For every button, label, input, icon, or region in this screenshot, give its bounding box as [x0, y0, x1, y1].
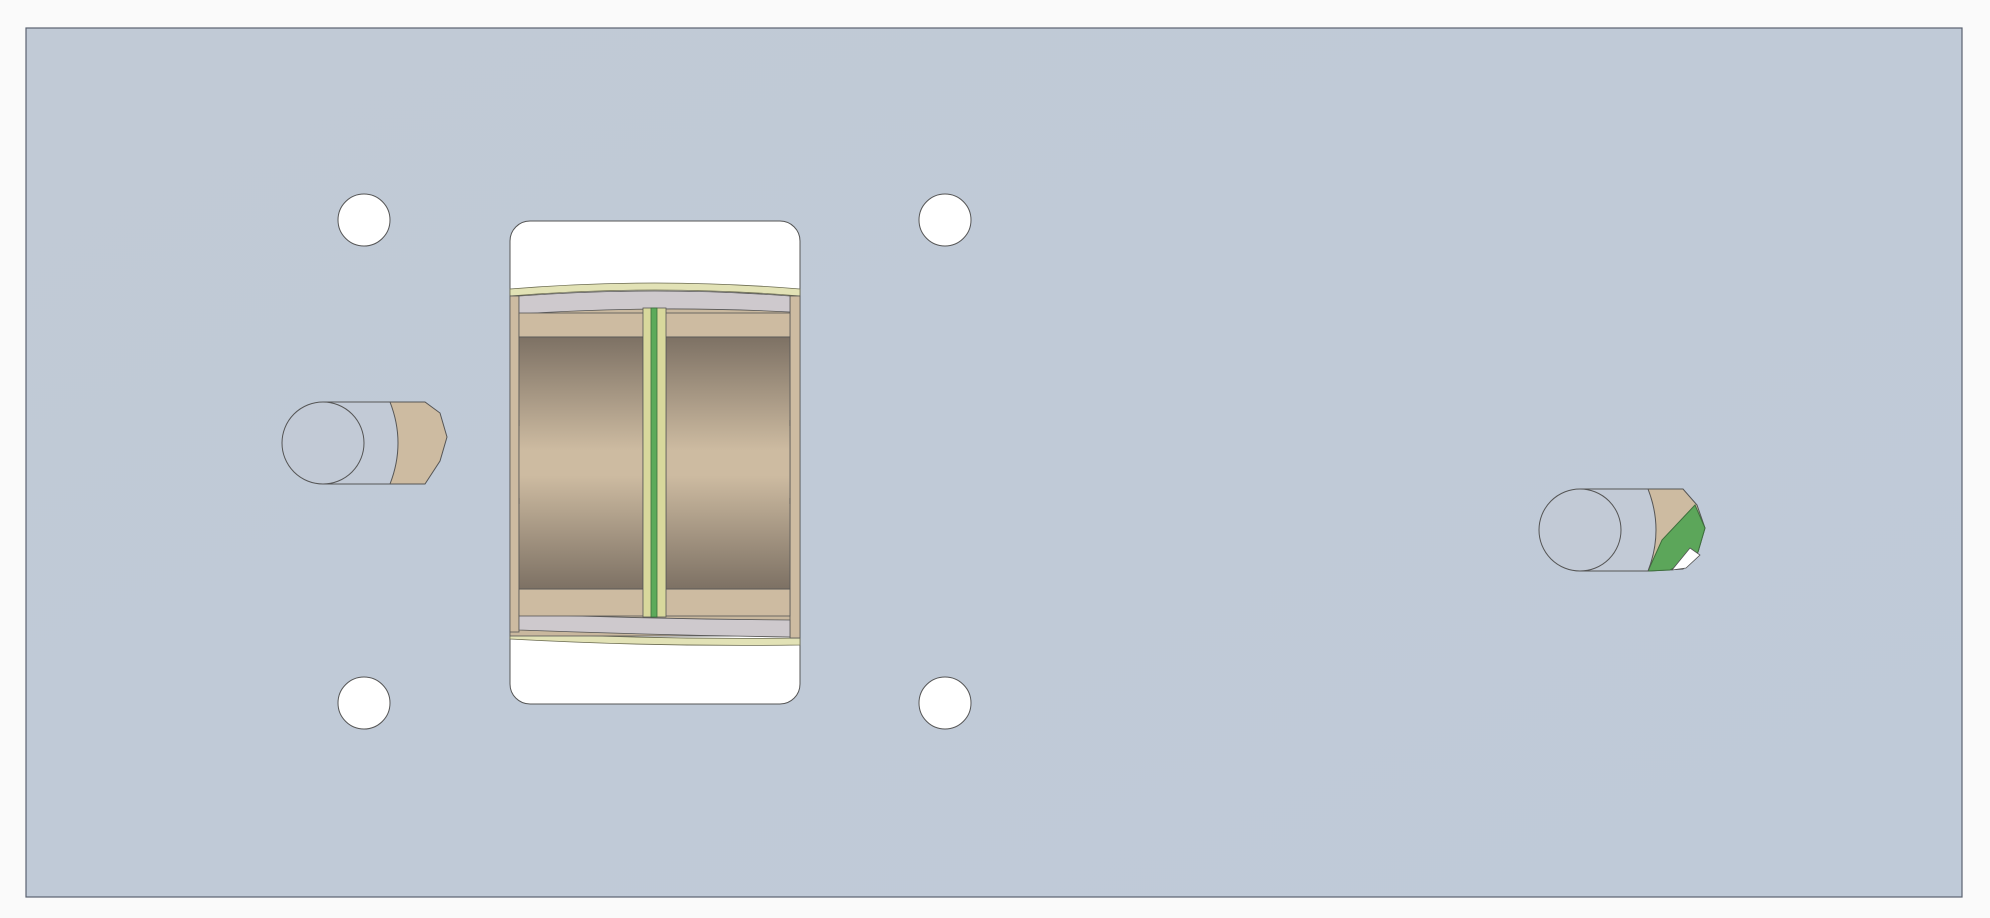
mounting-hole-top-left[interactable]: [337, 193, 391, 247]
bore-side-wall-left: [509, 295, 520, 633]
dowel-pin-left[interactable]: [281, 401, 448, 485]
pin-right-gap: [1671, 547, 1701, 571]
bore-wall-right: [665, 336, 791, 590]
separator-groove: [650, 307, 658, 618]
pin-left-end: [389, 401, 448, 485]
bore-wall-left: [518, 336, 644, 590]
central-bore[interactable]: [509, 220, 801, 705]
bore-side-wall-right: [789, 295, 801, 639]
mounting-hole-top-right[interactable]: [918, 193, 972, 247]
dowel-pin-right[interactable]: [1538, 488, 1706, 572]
pin-right-face: [1538, 488, 1622, 572]
bore-lining-bottom: [518, 613, 791, 638]
bore-lining-top: [518, 290, 791, 315]
pin-left-face: [281, 401, 365, 485]
mounting-hole-bottom-left[interactable]: [337, 676, 391, 730]
mounting-hole-bottom-right[interactable]: [918, 676, 972, 730]
